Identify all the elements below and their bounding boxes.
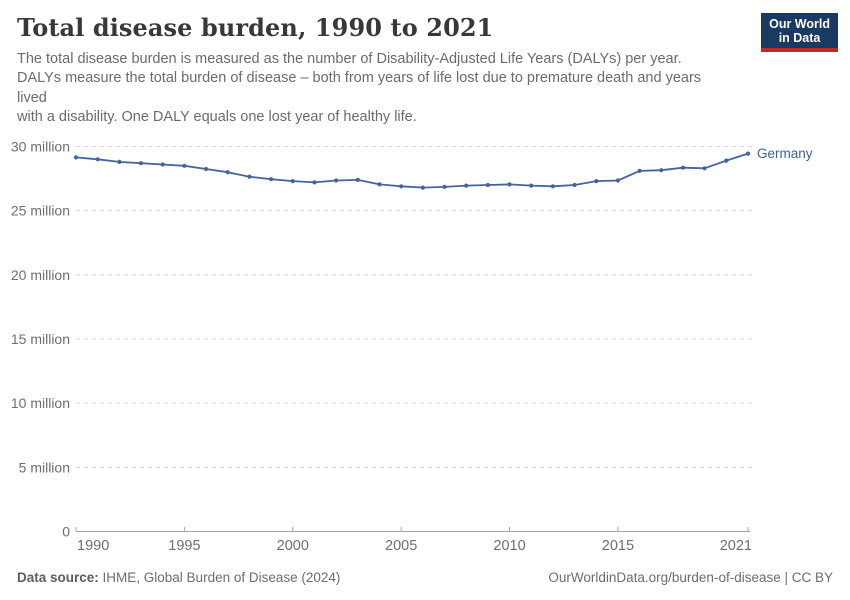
data-point[interactable] (659, 168, 664, 173)
data-point[interactable] (507, 182, 512, 187)
x-axis-labels: 1990 1995 2000 2005 2010 2015 2021 (77, 538, 752, 554)
y-tick-label: 15 million (11, 331, 70, 347)
y-tick-label: 20 million (11, 267, 70, 283)
subtitle-line: with a disability. One DALY equals one l… (17, 109, 417, 126)
subtitle-line: lived (17, 89, 47, 106)
data-point[interactable] (355, 177, 360, 182)
page-title: Total disease burden, 1990 to 2021 (17, 13, 494, 42)
y-tick-label: 10 million (11, 395, 70, 411)
data-point[interactable] (724, 158, 729, 163)
owid-logo-line2: in Data (778, 31, 821, 45)
y-tick-label: 5 million (19, 459, 70, 475)
data-point[interactable] (160, 162, 165, 167)
subtitle-line: The total disease burden is measured as … (17, 50, 682, 67)
data-point[interactable] (73, 155, 79, 160)
data-point[interactable] (204, 166, 209, 172)
data-point[interactable] (334, 178, 339, 183)
data-source-label: Data source: (17, 570, 99, 585)
data-point[interactable] (680, 165, 686, 170)
x-tick-label: 2000 (277, 538, 309, 554)
chart-subtitle: The total disease burden is measured as … (17, 50, 833, 128)
series-line[interactable] (75, 152, 749, 189)
x-tick-label: 2015 (602, 538, 634, 554)
data-point[interactable] (485, 182, 490, 188)
entity-label[interactable]: Germany (757, 146, 813, 161)
data-point[interactable] (615, 178, 621, 183)
data-point[interactable] (572, 182, 577, 188)
y-tick-label: 0 (62, 524, 70, 540)
data-point[interactable] (550, 184, 556, 189)
series-germany[interactable]: Germany (73, 146, 813, 190)
data-point[interactable] (182, 163, 187, 168)
data-point[interactable] (312, 180, 317, 185)
data-source: Data source: IHME, Global Burden of Dise… (17, 570, 340, 585)
owid-logo[interactable]: Our World in Data (761, 13, 838, 52)
x-tick-label: 1990 (77, 538, 109, 554)
data-point[interactable] (269, 177, 274, 182)
x-axis (75, 527, 750, 532)
data-point[interactable] (290, 179, 295, 184)
data-point[interactable] (225, 170, 230, 175)
owid-citation-link[interactable]: OurWorldinData.org/burden-of-disease | C… (548, 570, 833, 585)
y-tick-label: 30 million (11, 139, 70, 155)
owid-logo-line1: Our World (769, 17, 830, 31)
y-tick-label: 25 million (11, 203, 70, 219)
x-tick-label: 2010 (493, 538, 525, 554)
data-point[interactable] (399, 184, 404, 189)
data-point[interactable] (529, 183, 534, 188)
data-point[interactable] (247, 174, 252, 179)
data-point[interactable] (464, 183, 469, 188)
x-tick-label: 2021 (720, 538, 752, 554)
data-point[interactable] (442, 184, 447, 189)
data-point[interactable] (702, 166, 707, 171)
data-point[interactable] (95, 157, 100, 162)
chart-header: Total disease burden, 1990 to 2021 The t… (17, 14, 833, 128)
data-point[interactable] (745, 151, 751, 156)
x-tick-label: 1995 (168, 538, 200, 554)
data-point[interactable] (594, 179, 599, 184)
x-tick-label: 2005 (385, 538, 417, 554)
data-source-value: IHME, Global Burden of Disease (2024) (98, 570, 341, 585)
data-point[interactable] (637, 168, 642, 173)
data-point[interactable] (420, 185, 425, 190)
data-point[interactable] (138, 161, 144, 166)
y-axis-labels: 0 5 million 10 million 15 million 20 million… (11, 139, 70, 540)
y-gridlines (76, 146, 752, 468)
data-point[interactable] (377, 182, 382, 187)
data-point[interactable] (117, 159, 122, 164)
chart-footer: Data source: IHME, Global Burden of Dise… (17, 570, 833, 585)
subtitle-line: DALYs measure the total burden of diseas… (17, 70, 702, 87)
